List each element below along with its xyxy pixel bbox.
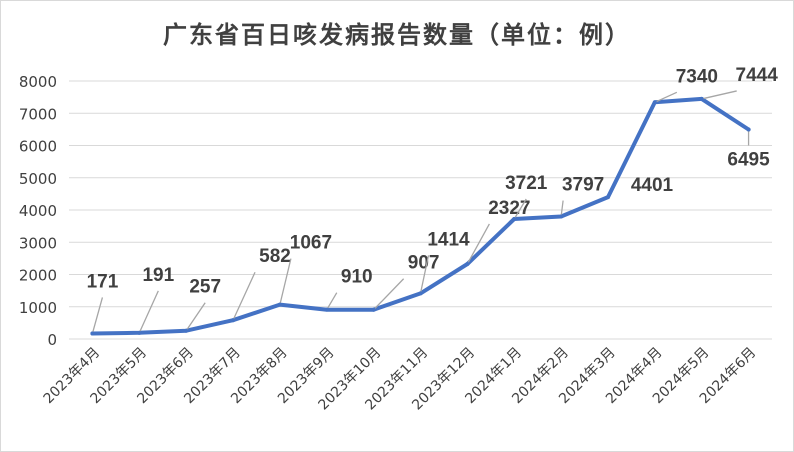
leader-line [654, 91, 678, 103]
data-label: 6495 [727, 150, 770, 171]
data-point [512, 216, 517, 221]
data-point [465, 261, 470, 266]
data-label: 7444 [736, 65, 779, 86]
y-tick-label: 2000 [19, 267, 57, 285]
leader-line [419, 255, 430, 294]
data-point [559, 214, 564, 219]
data-point [746, 127, 751, 132]
data-label: 7340 [676, 66, 718, 87]
leader-line [326, 292, 338, 310]
leader-line [560, 200, 564, 217]
y-tick-label: 8000 [19, 73, 57, 91]
data-label: 4401 [631, 175, 674, 196]
data-label: 257 [189, 277, 221, 298]
data-point [605, 195, 610, 200]
data-point [277, 302, 282, 307]
data-label: 910 [341, 267, 373, 288]
leader-line [138, 290, 159, 334]
y-tick-label: 3000 [19, 234, 57, 252]
data-point [231, 318, 236, 323]
leader-line [466, 223, 490, 265]
y-tick-label: 0 [47, 331, 57, 349]
data-label: 582 [259, 246, 291, 267]
leader-line [185, 302, 206, 332]
data-point [652, 100, 657, 105]
y-tick-label: 1000 [19, 299, 57, 317]
y-tick-label: 6000 [19, 138, 57, 156]
data-label: 171 [87, 271, 119, 292]
data-point [137, 330, 142, 335]
data-label: 1414 [427, 229, 470, 250]
data-point [699, 96, 704, 101]
data-label: 907 [408, 253, 440, 274]
leader-line [373, 278, 405, 311]
leader-line [91, 297, 104, 334]
data-point [90, 331, 95, 336]
y-tick-label: 4000 [19, 202, 57, 220]
leader-line [513, 198, 527, 220]
y-tick-label: 7000 [19, 105, 57, 123]
leader-line [232, 271, 256, 321]
data-point [371, 307, 376, 312]
data-label: 3797 [562, 175, 604, 196]
y-tick-label: 5000 [19, 170, 57, 188]
data-point [184, 328, 189, 333]
data-label: 1067 [290, 233, 332, 254]
data-point [324, 307, 329, 312]
leader-line [279, 258, 292, 305]
leader-line [701, 90, 737, 100]
data-point [418, 291, 423, 296]
data-label: 191 [142, 265, 174, 286]
chart-title: 广东省百日咳发病报告数量（单位：例） [163, 20, 631, 49]
series-line [90, 96, 751, 336]
data-label: 3721 [505, 173, 548, 194]
data-label: 2327 [488, 198, 530, 219]
